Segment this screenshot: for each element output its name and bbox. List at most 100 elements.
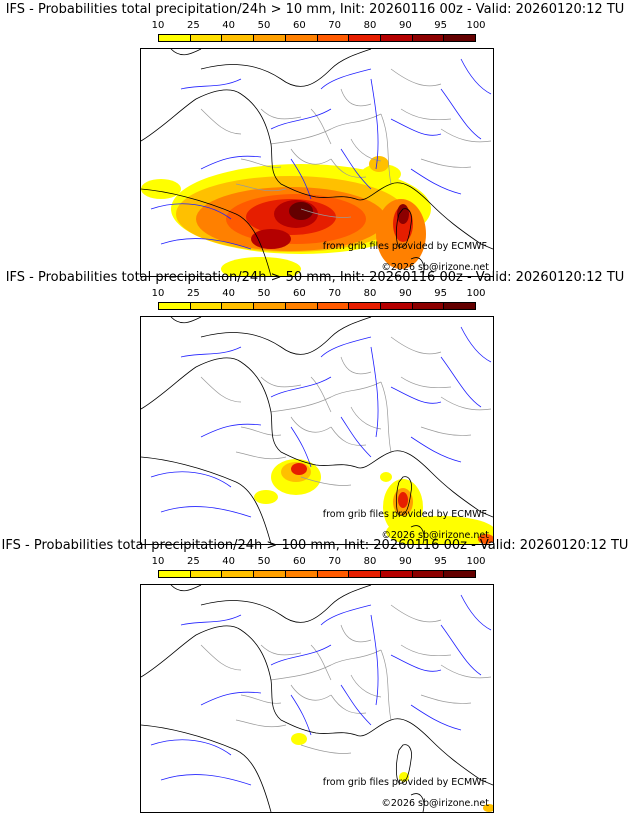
colorbar-tick-label: 25 — [186, 20, 200, 31]
map-line — [390, 68, 442, 87]
colorbar-segment — [285, 303, 318, 309]
map-line — [440, 88, 482, 140]
colorbar-segment — [349, 303, 381, 309]
colorbar-tick-label: 100 — [466, 556, 486, 567]
map-line — [420, 158, 472, 168]
map-line — [320, 604, 372, 626]
map-line — [340, 416, 372, 458]
map-line — [400, 108, 452, 121]
copyright-credit: ©2026 sb@irizone.net — [381, 798, 489, 809]
colorbar — [158, 570, 476, 578]
map-line — [141, 456, 272, 544]
colorbar-segment — [222, 35, 255, 41]
map-line — [340, 624, 372, 643]
map-line — [160, 506, 252, 518]
map-line — [395, 744, 412, 784]
colorbar-segment — [412, 35, 445, 41]
map-line — [340, 148, 372, 190]
colorbar-ticks: 10 25 40 50 60 70 80 90 95 100 — [152, 556, 486, 568]
map-line — [350, 406, 382, 430]
map-line — [180, 614, 242, 626]
map-line — [300, 476, 352, 486]
map-line — [310, 644, 332, 681]
colorbar-segment — [380, 571, 413, 577]
map-line — [440, 356, 482, 408]
colorbar-segment — [444, 35, 476, 41]
colorbar-segment — [349, 35, 381, 41]
map-line — [340, 356, 372, 375]
map-line — [200, 49, 372, 87]
map-line — [270, 108, 332, 130]
colorbar-tick-label: 95 — [434, 556, 448, 567]
map-line — [200, 376, 242, 403]
map-line — [200, 108, 242, 135]
colorbar-tick-label: 25 — [186, 556, 200, 567]
map-line — [440, 396, 492, 411]
map-line — [235, 451, 287, 460]
colorbar-segment — [412, 571, 445, 577]
panel-title: IFS - Probabilities total precipitation/… — [5, 270, 625, 285]
map-line — [370, 614, 379, 706]
basemap — [141, 317, 493, 544]
colorbar-tick-label: 100 — [466, 20, 486, 31]
map-line — [290, 684, 332, 701]
map-line — [270, 649, 382, 681]
map-line — [390, 386, 442, 404]
map-line — [395, 476, 412, 516]
colorbar-tick-label: 80 — [363, 288, 377, 299]
colorbar-segment — [254, 571, 286, 577]
probability-map: from grib files provided by ECMWF ©2026 … — [140, 48, 494, 277]
colorbar-tick-label: 60 — [292, 556, 306, 567]
map-line — [260, 108, 302, 120]
map-line — [330, 158, 367, 178]
map-line — [170, 585, 202, 592]
colorbar-segment — [444, 303, 476, 309]
map-line — [150, 471, 232, 488]
map-panel-10mm: IFS - Probabilities total precipitation/… — [0, 0, 630, 277]
copyright-credit: ©2026 sb@irizone.net — [381, 530, 489, 541]
colorbar-tick-label: 10 — [151, 288, 165, 299]
map-line — [240, 158, 282, 168]
map-line — [410, 257, 425, 276]
map-line — [340, 684, 372, 726]
map-line — [290, 416, 332, 433]
colorbar-tick-label: 25 — [186, 288, 200, 299]
colorbar-tick-label: 70 — [328, 288, 342, 299]
map-line — [200, 691, 262, 706]
map-line — [395, 208, 412, 248]
colorbar-tick-label: 60 — [292, 20, 306, 31]
colorbar-segment — [159, 571, 191, 577]
map-line — [460, 326, 492, 363]
colorbar-segment — [285, 571, 318, 577]
map-line — [270, 376, 332, 398]
map-line — [270, 381, 382, 413]
map-line — [380, 381, 392, 453]
map-line — [390, 654, 442, 672]
colorbar-tick-label: 90 — [398, 556, 412, 567]
map-line — [141, 357, 493, 518]
copyright-credit: ©2026 sb@irizone.net — [381, 262, 489, 273]
colorbar-segment — [254, 303, 286, 309]
colorbar-segment — [222, 571, 255, 577]
map-line — [270, 644, 332, 666]
map-line — [170, 317, 202, 324]
colorbar-tick-label: 50 — [257, 288, 271, 299]
map-line — [141, 724, 272, 812]
map-line — [410, 704, 462, 731]
colorbar-tick-label: 80 — [363, 556, 377, 567]
source-credit: from grib files provided by ECMWF — [322, 777, 487, 788]
colorbar-segment — [159, 303, 191, 309]
colorbar-tick-label: 70 — [328, 20, 342, 31]
map-line — [320, 336, 372, 358]
map-line — [380, 649, 392, 721]
colorbar-tick-label: 50 — [257, 20, 271, 31]
panel-title: IFS - Probabilities total precipitation/… — [5, 2, 625, 17]
map-line — [141, 188, 272, 276]
basemap — [141, 585, 493, 812]
map-line — [141, 625, 493, 786]
colorbar-segment — [190, 303, 223, 309]
map-line — [340, 88, 372, 107]
map-line — [150, 739, 232, 756]
map-line — [310, 376, 332, 413]
map-line — [200, 317, 372, 355]
